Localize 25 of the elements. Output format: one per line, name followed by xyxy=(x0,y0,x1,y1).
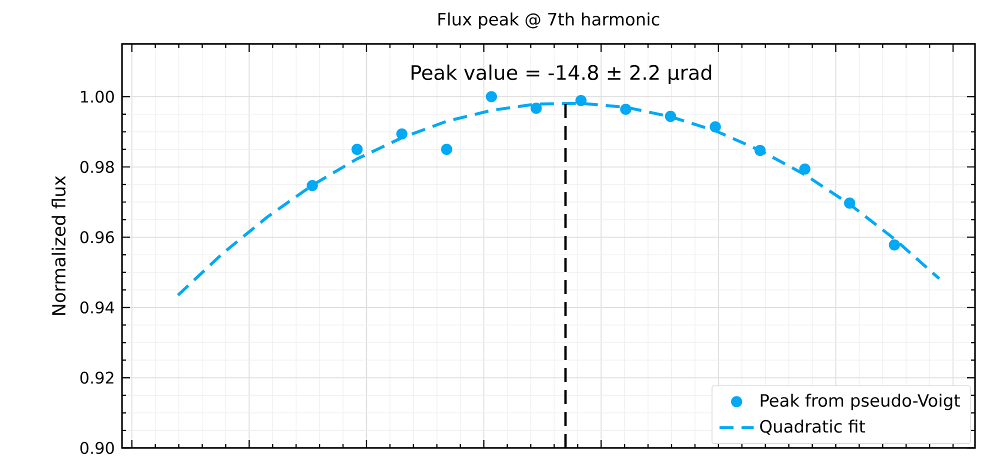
point xyxy=(710,121,721,132)
legend-label: Peak from pseudo-Voigt xyxy=(760,394,960,410)
point xyxy=(620,104,632,115)
point xyxy=(486,91,498,102)
y-tick-label: 1.00 xyxy=(81,90,114,103)
point xyxy=(888,239,900,251)
y-tick-label: 0.98 xyxy=(80,160,114,173)
y-tick-label: 0.92 xyxy=(80,372,114,384)
point xyxy=(754,144,766,156)
point xyxy=(530,102,542,114)
y-tick-label: 0.96 xyxy=(80,231,114,244)
point xyxy=(575,94,587,106)
point xyxy=(351,144,363,155)
point xyxy=(441,144,452,155)
annotation: Peak value = -14.8 ± 2.2 μrad xyxy=(412,64,712,84)
point xyxy=(396,128,408,140)
y-tick-label: 0.90 xyxy=(80,442,114,454)
y-axis-title: Normalized flux xyxy=(52,176,66,315)
point xyxy=(844,198,856,209)
point xyxy=(664,110,676,122)
point xyxy=(799,163,810,175)
y-tick-label: 0.94 xyxy=(80,301,114,314)
chart-title: Flux peak @ 7th harmonic xyxy=(438,12,660,29)
point xyxy=(306,180,318,192)
legend-label: Quadratic fit xyxy=(760,420,866,435)
